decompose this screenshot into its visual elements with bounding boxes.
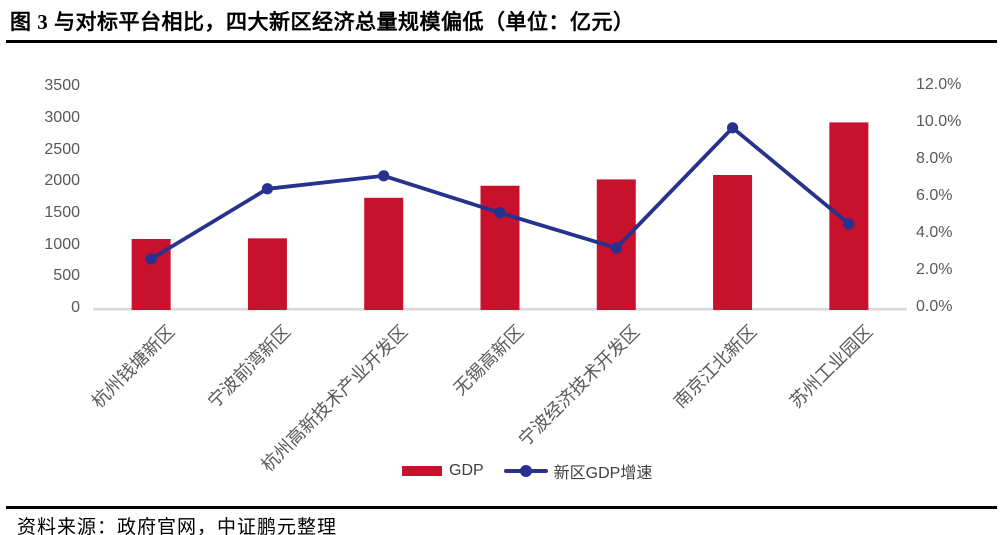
legend: GDP 新区GDP增速 xyxy=(402,459,652,483)
growth-marker xyxy=(843,218,855,230)
right-axis-tick-label: 6.0% xyxy=(916,187,953,205)
left-axis-tick-label: 2500 xyxy=(44,140,80,158)
growth-marker xyxy=(610,242,622,254)
gdp-bar xyxy=(713,174,753,310)
right-axis-tick-label: 8.0% xyxy=(916,150,953,168)
legend-gdp-label: GDP xyxy=(449,462,484,479)
gdp-bar xyxy=(480,185,520,310)
legend-gdp-swatch xyxy=(402,466,442,476)
right-axis-tick-label: 10.0% xyxy=(916,113,962,131)
growth-marker xyxy=(261,183,274,195)
figure-title: 图 3 与对标平台相比，四大新区经济总量规模偏低（单位：亿元） xyxy=(10,10,635,34)
growth-marker xyxy=(378,170,390,182)
gdp-bar xyxy=(247,238,287,310)
x-category-label: 杭州钱塘新区 xyxy=(88,321,179,412)
legend-growth-label: 新区GDP增速 xyxy=(553,465,653,482)
x-category-label: 南京江北新区 xyxy=(669,321,761,412)
growth-marker xyxy=(494,207,506,219)
right-axis-tick-label: 2.0% xyxy=(916,261,953,279)
growth-marker xyxy=(726,122,739,134)
legend-marker-icon xyxy=(519,465,532,477)
growth-marker xyxy=(145,253,157,265)
x-category-label: 无锡高新区 xyxy=(449,321,528,400)
x-category-label: 宁波前湾新区 xyxy=(204,321,295,412)
chart-plot-area xyxy=(93,122,907,311)
source-rule xyxy=(6,506,997,509)
right-axis-tick-label: 4.0% xyxy=(916,224,953,242)
left-axis-tick-label: 3000 xyxy=(44,108,80,126)
legend-growth-swatch xyxy=(503,464,548,478)
x-category-label: 宁波经济技术开发区 xyxy=(515,321,644,450)
left-axis-tick-label: 1500 xyxy=(44,203,80,221)
title-rule xyxy=(6,40,997,43)
x-category-label: 苏州工业园区 xyxy=(785,321,877,412)
left-axis-tick-label: 3500 xyxy=(44,77,80,95)
source-note: 资料来源：政府官网，中证鹏元整理 xyxy=(17,517,338,535)
left-axis-tick-label: 0 xyxy=(71,299,80,316)
left-axis-tick-label: 2000 xyxy=(44,172,80,190)
left-axis-tick-label: 500 xyxy=(53,267,80,285)
gdp-bar xyxy=(364,197,404,310)
gdp-bar xyxy=(829,122,869,310)
right-axis-tick-label: 0.0% xyxy=(916,298,953,315)
left-axis-tick-label: 1000 xyxy=(44,235,80,253)
right-axis-tick-label: 12.0% xyxy=(916,76,962,94)
